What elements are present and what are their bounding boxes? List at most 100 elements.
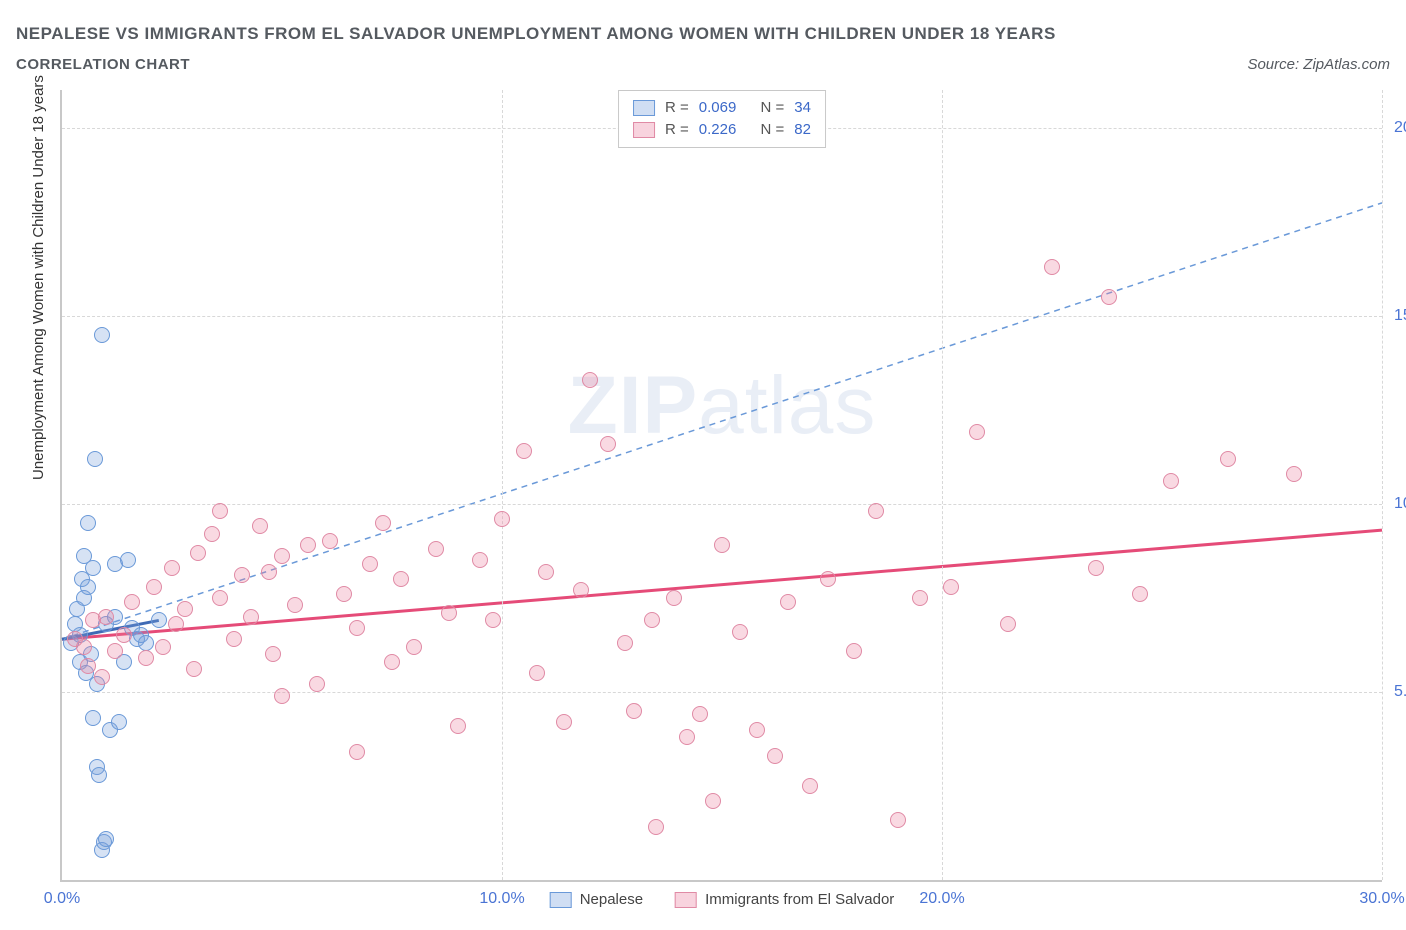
scatter-point xyxy=(868,503,884,519)
scatter-point xyxy=(98,609,114,625)
scatter-point xyxy=(767,748,783,764)
scatter-point xyxy=(265,646,281,662)
legend-label-elsalvador: Immigrants from El Salvador xyxy=(705,891,894,908)
scatter-point xyxy=(261,564,277,580)
scatter-point xyxy=(780,594,796,610)
scatter-point xyxy=(155,639,171,655)
scatter-point xyxy=(1132,586,1148,602)
y-tick-label: 10.0% xyxy=(1382,495,1406,513)
scatter-point xyxy=(538,564,554,580)
scatter-point xyxy=(679,729,695,745)
gridline-v xyxy=(1382,90,1383,880)
scatter-point xyxy=(212,590,228,606)
scatter-point xyxy=(573,582,589,598)
gridline-v xyxy=(502,90,503,880)
scatter-point xyxy=(393,571,409,587)
legend-row-elsalvador: R = 0.226 N = 82 xyxy=(633,119,811,141)
scatter-point xyxy=(116,627,132,643)
scatter-point xyxy=(494,511,510,527)
swatch-elsalvador-icon xyxy=(675,892,697,908)
scatter-point xyxy=(94,327,110,343)
n-value-nepalese: 34 xyxy=(794,97,811,119)
y-tick-label: 20.0% xyxy=(1382,119,1406,137)
scatter-point xyxy=(80,579,96,595)
scatter-point xyxy=(912,590,928,606)
scatter-point xyxy=(186,661,202,677)
r-label: R = xyxy=(665,119,689,141)
scatter-point xyxy=(384,654,400,670)
scatter-point xyxy=(164,560,180,576)
scatter-point xyxy=(969,424,985,440)
scatter-point xyxy=(820,571,836,587)
scatter-point xyxy=(714,537,730,553)
scatter-point xyxy=(626,703,642,719)
r-label: R = xyxy=(665,97,689,119)
scatter-point xyxy=(204,526,220,542)
scatter-point xyxy=(749,722,765,738)
scatter-point xyxy=(111,714,127,730)
watermark-rest: atlas xyxy=(698,360,876,451)
scatter-point xyxy=(406,639,422,655)
scatter-point xyxy=(94,669,110,685)
scatter-point xyxy=(705,793,721,809)
scatter-point xyxy=(1000,616,1016,632)
y-axis-title: Unemployment Among Women with Children U… xyxy=(30,75,47,480)
scatter-point xyxy=(617,635,633,651)
scatter-point xyxy=(600,436,616,452)
n-value-elsalvador: 82 xyxy=(794,119,811,141)
scatter-point xyxy=(692,706,708,722)
scatter-point xyxy=(274,548,290,564)
scatter-point xyxy=(846,643,862,659)
scatter-point xyxy=(151,612,167,628)
scatter-point xyxy=(450,718,466,734)
correlation-legend: R = 0.069 N = 34 R = 0.226 N = 82 xyxy=(618,90,826,148)
n-label: N = xyxy=(761,119,785,141)
scatter-point xyxy=(666,590,682,606)
scatter-point xyxy=(1088,560,1104,576)
scatter-point xyxy=(124,594,140,610)
scatter-point xyxy=(177,601,193,617)
scatter-point xyxy=(85,560,101,576)
scatter-point xyxy=(1163,473,1179,489)
chart-title: NEPALESE VS IMMIGRANTS FROM EL SALVADOR … xyxy=(16,24,1056,44)
scatter-point xyxy=(234,567,250,583)
n-label: N = xyxy=(761,97,785,119)
x-tick-label: 30.0% xyxy=(1359,880,1404,908)
r-value-nepalese: 0.069 xyxy=(699,97,737,119)
scatter-point xyxy=(252,518,268,534)
scatter-point xyxy=(190,545,206,561)
gridline-h xyxy=(62,504,1382,505)
scatter-point xyxy=(212,503,228,519)
scatter-point xyxy=(802,778,818,794)
scatter-point xyxy=(441,605,457,621)
scatter-point xyxy=(168,616,184,632)
scatter-point xyxy=(138,635,154,651)
scatter-point xyxy=(336,586,352,602)
legend-label-nepalese: Nepalese xyxy=(580,891,643,908)
scatter-point xyxy=(120,552,136,568)
scatter-point xyxy=(1220,451,1236,467)
swatch-nepalese-icon xyxy=(550,892,572,908)
scatter-point xyxy=(91,767,107,783)
scatter-point xyxy=(732,624,748,640)
scatter-point xyxy=(1286,466,1302,482)
x-tick-label: 10.0% xyxy=(479,880,524,908)
scatter-point xyxy=(890,812,906,828)
scatter-point xyxy=(107,643,123,659)
r-value-elsalvador: 0.226 xyxy=(699,119,737,141)
scatter-point xyxy=(349,744,365,760)
plot-area: ZIPatlas R = 0.069 N = 34 R = 0.226 N = … xyxy=(60,90,1382,882)
scatter-point xyxy=(1101,289,1117,305)
scatter-point xyxy=(582,372,598,388)
legend-row-nepalese: R = 0.069 N = 34 xyxy=(633,97,811,119)
scatter-point xyxy=(243,609,259,625)
swatch-elsalvador xyxy=(633,122,655,138)
swatch-nepalese xyxy=(633,100,655,116)
scatter-point xyxy=(943,579,959,595)
scatter-point xyxy=(648,819,664,835)
x-tick-label: 20.0% xyxy=(919,880,964,908)
scatter-point xyxy=(80,515,96,531)
scatter-point xyxy=(322,533,338,549)
gridline-v xyxy=(942,90,943,880)
scatter-point xyxy=(138,650,154,666)
